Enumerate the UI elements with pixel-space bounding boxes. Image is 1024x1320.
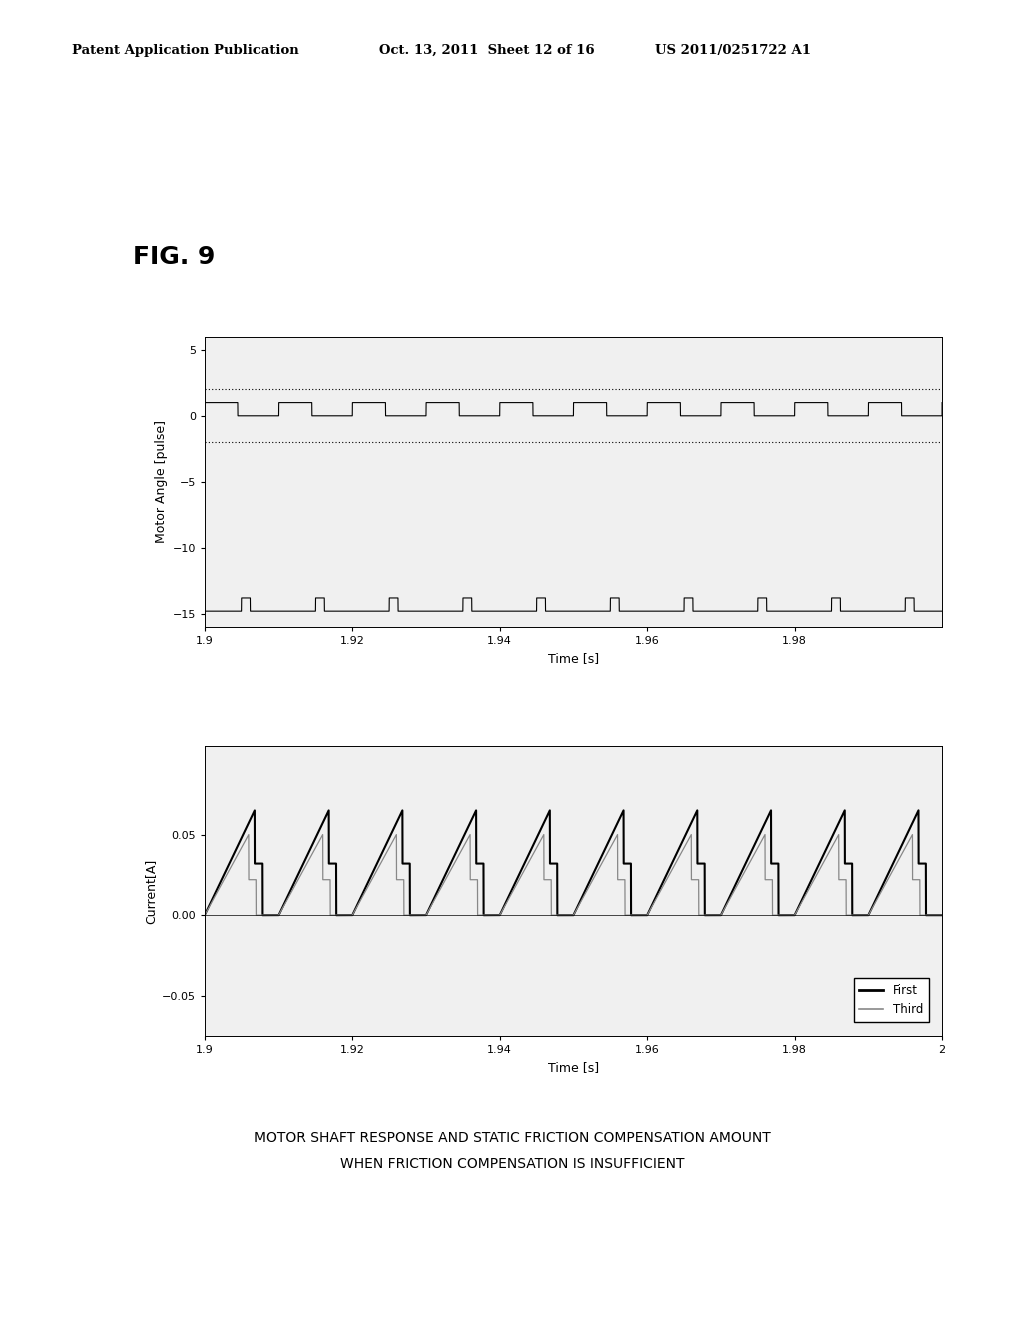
- First: [936, 907, 948, 923]
- First: [888, 853, 900, 869]
- First: [548, 855, 560, 871]
- Third: [199, 907, 211, 923]
- X-axis label: Time [s]: Time [s]: [548, 1061, 599, 1073]
- First: [382, 832, 394, 847]
- Text: US 2011/0251722 A1: US 2011/0251722 A1: [655, 44, 811, 57]
- Legend: First, Third: First, Third: [854, 978, 929, 1022]
- Text: MOTOR SHAFT RESPONSE AND STATIC FRICTION COMPENSATION AMOUNT: MOTOR SHAFT RESPONSE AND STATIC FRICTION…: [254, 1131, 770, 1144]
- Text: Oct. 13, 2011  Sheet 12 of 16: Oct. 13, 2011 Sheet 12 of 16: [379, 44, 595, 57]
- Third: [672, 851, 684, 867]
- First: [644, 900, 656, 916]
- Third: [644, 900, 656, 916]
- First: [912, 803, 925, 818]
- X-axis label: Time [s]: Time [s]: [548, 652, 599, 664]
- Text: FIG. 9: FIG. 9: [133, 246, 215, 269]
- First: [727, 883, 739, 899]
- Text: Patent Application Publication: Patent Application Publication: [72, 44, 298, 57]
- Third: [888, 859, 900, 875]
- Third: [759, 826, 771, 842]
- First: [199, 907, 211, 923]
- Third: [727, 886, 739, 902]
- Third: [936, 907, 948, 923]
- Line: First: First: [205, 810, 942, 915]
- Y-axis label: Motor Angle [pulse]: Motor Angle [pulse]: [156, 420, 168, 544]
- Third: [382, 841, 394, 857]
- Text: WHEN FRICTION COMPENSATION IS INSUFFICIENT: WHEN FRICTION COMPENSATION IS INSUFFICIE…: [340, 1158, 684, 1171]
- First: [672, 842, 684, 858]
- Y-axis label: Current[A]: Current[A]: [144, 858, 158, 924]
- Line: Third: Third: [205, 834, 942, 915]
- Third: [548, 907, 560, 923]
